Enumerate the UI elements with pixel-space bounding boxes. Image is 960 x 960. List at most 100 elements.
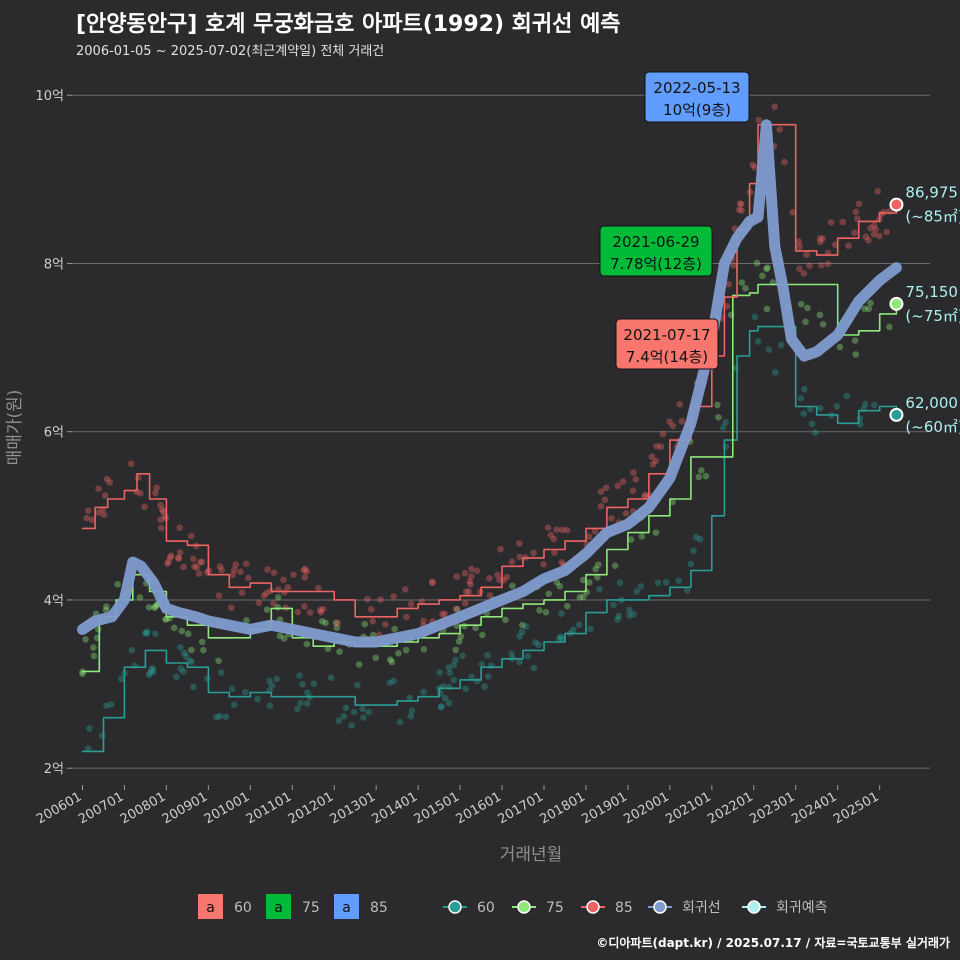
- transaction-point-85: [303, 568, 311, 575]
- transaction-point-85: [260, 592, 268, 599]
- transaction-point-85: [452, 605, 460, 613]
- transaction-point-75: [102, 606, 110, 614]
- transaction-point-85: [738, 207, 745, 214]
- y-axis-title: 매매가(원): [5, 390, 25, 466]
- transaction-point-60: [696, 535, 704, 543]
- transaction-point-85: [503, 573, 511, 581]
- transaction-point-60: [446, 669, 454, 677]
- transaction-point-85: [845, 242, 852, 250]
- transaction-point-75: [819, 321, 827, 328]
- transaction-point-60: [833, 402, 841, 410]
- transaction-point-85: [231, 566, 238, 574]
- transaction-point-85: [874, 188, 882, 195]
- transaction-point-75: [332, 619, 340, 627]
- transaction-point-75: [136, 594, 144, 601]
- transaction-point-60: [870, 401, 878, 409]
- transaction-point-75: [145, 604, 153, 611]
- transaction-point-60: [299, 681, 306, 688]
- transaction-point-75: [361, 620, 369, 628]
- transaction-point-60: [811, 429, 819, 436]
- transaction-point-75: [453, 606, 461, 613]
- transaction-point-85: [238, 589, 246, 596]
- transaction-point-60: [555, 635, 563, 642]
- transaction-point-60: [484, 651, 491, 659]
- transaction-point-85: [407, 600, 415, 608]
- transaction-point-85: [319, 605, 327, 613]
- transaction-point-60: [348, 722, 355, 729]
- transaction-point-85: [870, 231, 878, 238]
- transaction-point-60: [103, 702, 110, 710]
- lines-layer: [77, 119, 902, 753]
- transaction-point-75: [585, 579, 593, 586]
- transaction-point-85: [157, 516, 164, 524]
- transaction-point-60: [722, 418, 729, 426]
- transaction-point-85: [196, 558, 204, 566]
- transaction-point-85: [818, 262, 825, 269]
- transaction-point-85: [547, 531, 555, 539]
- transaction-point-75: [90, 652, 98, 660]
- transaction-point-60: [687, 560, 695, 568]
- transaction-point-60: [524, 653, 532, 660]
- transaction-point-85: [316, 606, 324, 614]
- transaction-point-75: [215, 657, 222, 665]
- transaction-point-85: [403, 613, 410, 621]
- transaction-point-85: [865, 236, 872, 244]
- transaction-point-85: [152, 489, 159, 497]
- transaction-point-75: [553, 578, 561, 586]
- transaction-point-85: [867, 224, 874, 232]
- transaction-point-75: [638, 533, 646, 540]
- transaction-point-85: [544, 524, 552, 531]
- transaction-point-85: [281, 589, 288, 596]
- transaction-point-85: [735, 206, 743, 213]
- transaction-point-85: [315, 584, 322, 592]
- transaction-point-60: [530, 664, 538, 672]
- x-tick-label: 200601: [34, 789, 84, 827]
- y-tick-label: 2억: [44, 762, 64, 777]
- transaction-point-60: [216, 712, 224, 720]
- series-line-회귀선: [77, 119, 902, 648]
- transaction-point-75: [594, 574, 601, 581]
- transaction-point-85: [632, 475, 640, 483]
- annotation-box: [644, 71, 750, 123]
- transaction-point-75: [178, 627, 186, 635]
- transaction-point-85: [334, 619, 342, 627]
- transaction-point-75: [333, 624, 341, 632]
- transaction-point-85: [439, 610, 446, 618]
- transaction-point-60: [806, 405, 814, 413]
- transaction-point-85: [872, 226, 880, 233]
- transaction-point-60: [662, 579, 670, 586]
- x-tick-label: 202501: [831, 789, 881, 827]
- annotation-date: 2021-07-17: [623, 326, 710, 344]
- transaction-point-60: [189, 683, 197, 691]
- transaction-point-85: [530, 549, 537, 557]
- transaction-point-85: [159, 508, 167, 516]
- transaction-point-75: [583, 588, 591, 596]
- transaction-point-75: [461, 622, 468, 630]
- transaction-point-60: [438, 703, 445, 710]
- transaction-point-85: [619, 478, 627, 485]
- transaction-point-60: [131, 662, 138, 670]
- transaction-point-85: [367, 606, 375, 613]
- annotation-price: 10억(9층): [663, 101, 731, 119]
- transaction-point-85: [751, 164, 759, 171]
- transaction-point-85: [301, 603, 308, 610]
- transaction-point-60: [148, 666, 156, 674]
- transaction-point-75: [852, 351, 860, 358]
- transaction-point-85: [725, 281, 733, 288]
- transaction-point-75: [753, 259, 761, 267]
- transaction-point-60: [800, 410, 807, 417]
- transaction-point-60: [690, 547, 697, 554]
- transaction-point-60: [150, 668, 157, 676]
- transaction-point-60: [436, 690, 444, 697]
- transaction-point-60: [558, 635, 566, 643]
- transaction-point-85: [854, 215, 861, 223]
- legend-line-label: 60: [477, 900, 495, 916]
- transaction-point-60: [242, 688, 249, 696]
- transaction-point-60: [350, 708, 358, 716]
- transaction-point-85: [280, 576, 287, 584]
- transaction-point-60: [266, 677, 273, 685]
- transaction-point-75: [738, 279, 746, 286]
- legend-box-letter: a: [274, 900, 283, 916]
- transaction-point-85: [218, 566, 225, 574]
